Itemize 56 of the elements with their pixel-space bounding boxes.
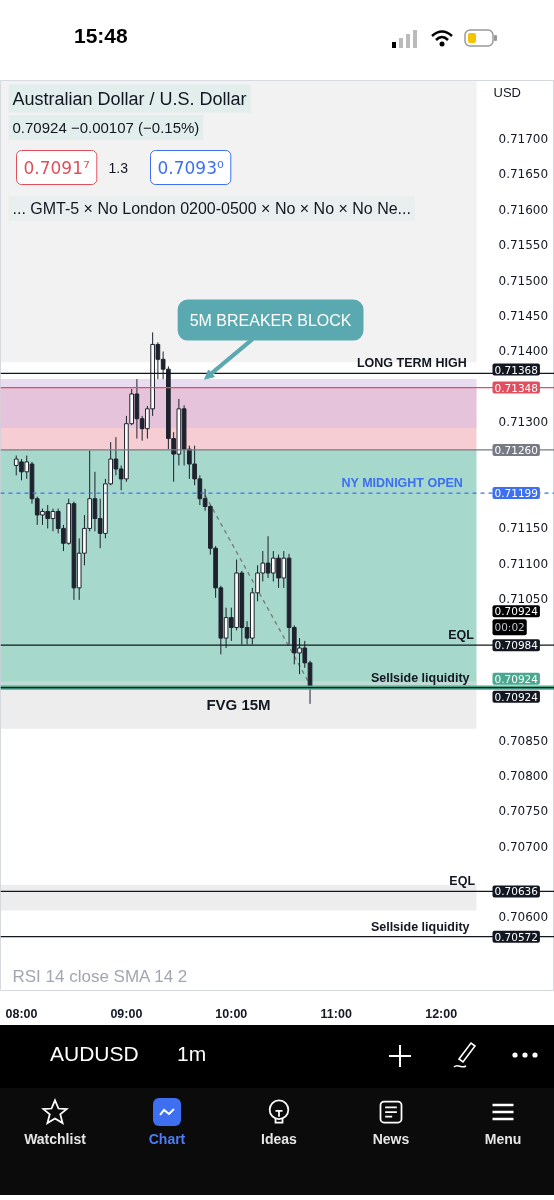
text: 15:48 [74, 24, 128, 48]
y-tick-label: 0.70800 [498, 768, 549, 783]
y-tick-label: 0.71700 [498, 132, 549, 147]
ref-line-label: 0.71260 [494, 443, 538, 456]
text: Chart [147, 1131, 187, 1147]
text: News [371, 1131, 411, 1147]
ref-line-label: 0.70924 [494, 690, 539, 703]
text: Menu [483, 1131, 523, 1147]
annotation: 0.7093⁰ [157, 157, 224, 178]
x-tick-label: 10:00 [215, 1006, 248, 1021]
text: 1m [177, 1042, 207, 1066]
y-tick-label: 0.71600 [498, 202, 549, 217]
x-tick-label: 09:00 [110, 1006, 143, 1021]
y-tick-label: 0.70750 [498, 804, 549, 819]
annotation: EQL [449, 874, 476, 889]
annotation: RSI 14 close SMA 14 2 [12, 967, 188, 986]
text: Watchlist [23, 1131, 87, 1147]
annotation: Sellside liquidity [370, 919, 470, 934]
y-tick-label: 0.71500 [498, 273, 549, 288]
x-tick-label: 11:00 [320, 1006, 352, 1021]
y-tick-label: 0.71100 [498, 556, 549, 571]
y-tick-label: 0.70850 [498, 733, 549, 748]
ref-line-label: 0.70924 [494, 672, 539, 685]
ref-line-label: 0.70572 [494, 930, 538, 943]
annotation: 0.7091⁷ [23, 157, 90, 178]
y-tick-label: 0.71450 [498, 308, 549, 323]
text: 0.70924 −0.00107 (−0.15%) [12, 119, 200, 136]
y-tick-label: 0.70600 [498, 910, 549, 925]
text: Ideas [260, 1131, 298, 1147]
ref-line-label: 0.70984 [494, 639, 539, 652]
y-tick-label: 0.71550 [498, 238, 549, 253]
y-tick-label: 0.70700 [498, 839, 549, 854]
ref-line-label: 0.71199 [494, 487, 538, 500]
y-tick-label: 0.71300 [498, 415, 549, 430]
annotation: ... GMT-5 × No London 0200-0500 × No × No × No Ne... [12, 200, 411, 217]
ref-line-label: 0.71368 [494, 363, 538, 376]
annotation: 1.3 [108, 159, 129, 176]
ref-line-label: 0.70636 [494, 885, 539, 898]
x-tick-label: 08:00 [5, 1006, 38, 1021]
annotation: 5M BREAKER BLOCK [189, 311, 352, 329]
ref-line-label: 0.71348 [494, 381, 538, 394]
y-tick-label: 0.71150 [498, 521, 549, 536]
annotation: USD [493, 85, 521, 100]
text: AUDUSD [50, 1042, 139, 1066]
annotation: EQL [448, 628, 475, 643]
y-tick-label: 0.71050 [498, 591, 549, 606]
band-label: FVG 15M [206, 696, 271, 714]
annotation: 00:02 [494, 621, 525, 634]
annotation: LONG TERM HIGH [356, 356, 467, 371]
annotation: NY MIDNIGHT OPEN [341, 476, 463, 491]
y-tick-label: 0.71400 [498, 344, 549, 359]
annotation: Sellside liquidity [370, 670, 470, 685]
annotation: 0.70924 [494, 605, 539, 618]
y-tick-label: 0.71650 [498, 167, 549, 182]
x-tick-label: 12:00 [425, 1006, 458, 1021]
text: Australian Dollar / U.S. Dollar [12, 88, 247, 109]
